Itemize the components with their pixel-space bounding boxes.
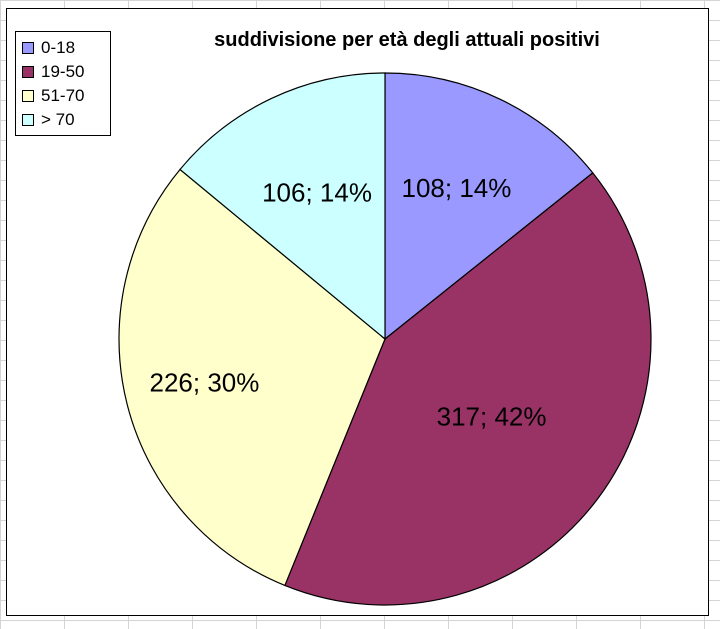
legend-label: > 70 <box>41 110 75 129</box>
legend-swatch <box>22 66 34 78</box>
legend-label: 0-18 <box>41 38 76 57</box>
legend-item-19-50: 19-50 <box>16 60 110 84</box>
chart-area: suddivisione per età degli attuali posit… <box>6 8 709 616</box>
chart-title: suddivisione per età degli attuali posit… <box>214 29 600 51</box>
legend-label: 51-70 <box>41 86 85 105</box>
legend-swatch <box>22 90 34 102</box>
legend-item-over-70: > 70 <box>16 108 110 132</box>
pie-slice-19-50 <box>284 172 652 606</box>
legend-item-51-70: 51-70 <box>16 84 110 108</box>
data-label: 226; 30% <box>150 367 260 397</box>
legend-swatch <box>22 42 34 54</box>
pie-slice-51-70 <box>118 168 386 587</box>
pie-slice-70 <box>179 72 386 341</box>
data-label: 317; 42% <box>437 401 547 431</box>
pie-chart: 108; 14% 317; 42% 226; 30% 106; 14% <box>118 72 652 606</box>
pie-slice-0-18 <box>384 72 594 341</box>
data-label: 106; 14% <box>262 177 372 207</box>
legend: 0-18 19-50 51-70 > 70 <box>15 31 111 136</box>
data-label: 108; 14% <box>402 173 512 203</box>
legend-label: 19-50 <box>41 62 85 81</box>
legend-swatch <box>22 114 34 126</box>
legend-item-0-18: 0-18 <box>16 36 110 60</box>
